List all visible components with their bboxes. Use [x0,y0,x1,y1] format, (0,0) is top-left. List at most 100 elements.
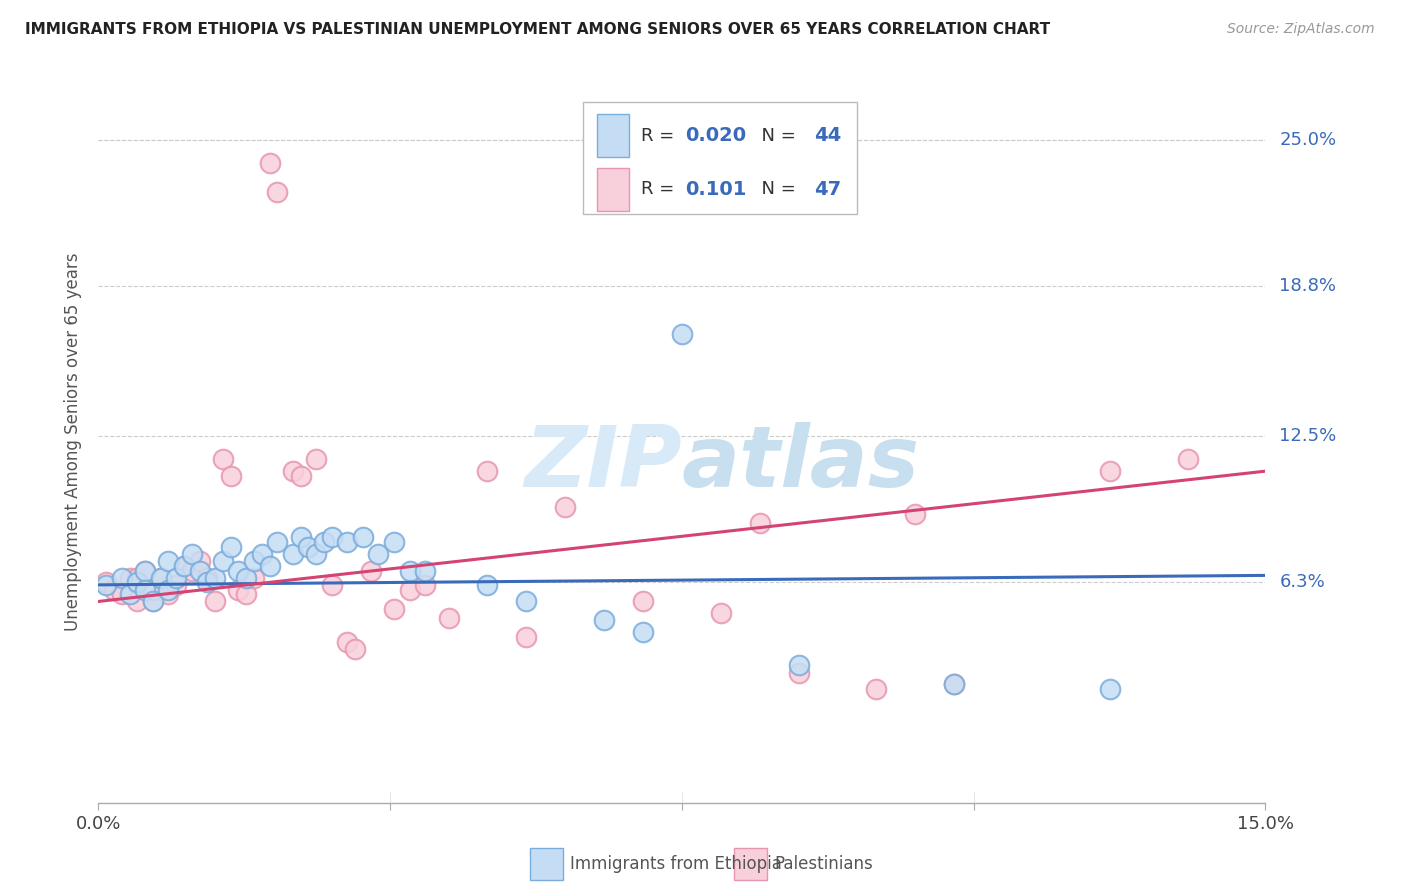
Point [204,571,226,585]
Point [367,547,389,561]
Text: 18.8%: 18.8% [1279,277,1336,295]
Point [631,625,654,640]
Point [515,630,537,644]
Point [515,594,537,608]
Point [413,564,436,578]
Point [188,554,211,568]
Point [204,594,226,608]
Point [228,582,250,597]
Point [382,601,405,615]
Point [787,665,810,680]
Point [321,578,343,592]
Point [787,658,810,673]
Point [111,571,134,585]
Point [1098,682,1121,697]
FancyBboxPatch shape [734,848,768,880]
Point [671,326,693,341]
Text: 6.3%: 6.3% [1279,574,1324,591]
Point [398,564,420,578]
Point [1177,452,1199,467]
FancyBboxPatch shape [582,102,856,214]
Point [173,558,195,573]
Text: N =: N = [749,180,801,198]
Point [243,554,266,568]
Point [157,554,180,568]
FancyBboxPatch shape [530,848,562,880]
Text: R =: R = [641,180,686,198]
Text: 25.0%: 25.0% [1279,130,1337,148]
Point [352,531,374,545]
Point [96,575,118,590]
Point [250,547,273,561]
Point [336,535,359,549]
Point [413,578,436,592]
Text: 47: 47 [814,180,841,199]
Text: 12.5%: 12.5% [1279,426,1337,444]
Point [266,535,288,549]
Point [477,578,499,592]
Text: Immigrants from Ethiopia: Immigrants from Ethiopia [569,855,782,873]
Text: IMMIGRANTS FROM ETHIOPIA VS PALESTINIAN UNEMPLOYMENT AMONG SENIORS OVER 65 YEARS: IMMIGRANTS FROM ETHIOPIA VS PALESTINIAN … [25,22,1050,37]
Point [173,558,195,573]
Point [297,540,319,554]
Point [865,682,887,697]
Text: 0.101: 0.101 [685,180,747,199]
Point [398,582,420,597]
Point [180,547,202,561]
Point [157,587,180,601]
Point [142,582,165,597]
Point [360,564,382,578]
Point [312,535,335,549]
Point [212,452,235,467]
Point [134,564,156,578]
Point [266,185,288,199]
Point [943,677,966,691]
Text: 0.020: 0.020 [685,126,747,145]
Point [149,571,172,585]
Point [165,578,187,592]
Point [259,558,281,573]
Text: R =: R = [641,127,681,145]
Point [631,594,654,608]
Text: atlas: atlas [682,422,920,505]
FancyBboxPatch shape [596,114,630,157]
Point [180,564,202,578]
Point [228,564,250,578]
Point [290,469,312,483]
Text: ZIP: ZIP [524,422,682,505]
Point [259,156,281,170]
Point [321,531,343,545]
Point [382,535,405,549]
Point [212,554,235,568]
Point [111,587,134,601]
Point [281,464,304,478]
Point [96,578,118,592]
Point [593,614,616,628]
Text: 44: 44 [814,126,841,145]
Point [219,540,242,554]
Point [305,452,328,467]
Point [336,634,359,648]
Point [943,677,966,691]
Y-axis label: Unemployment Among Seniors over 65 years: Unemployment Among Seniors over 65 years [65,252,83,631]
Point [134,564,156,578]
Point [437,611,460,625]
Point [748,516,770,531]
Point [235,587,257,601]
Point [142,594,165,608]
Point [127,575,149,590]
Point [281,547,304,561]
Point [477,464,499,478]
Point [904,507,927,521]
Point [235,571,257,585]
Point [165,571,187,585]
Point [219,469,242,483]
Point [103,582,125,597]
Text: Source: ZipAtlas.com: Source: ZipAtlas.com [1227,22,1375,37]
Text: N =: N = [749,127,801,145]
Point [134,582,156,597]
Point [127,571,149,585]
Point [305,547,328,561]
Point [118,587,141,601]
Point [554,500,576,514]
